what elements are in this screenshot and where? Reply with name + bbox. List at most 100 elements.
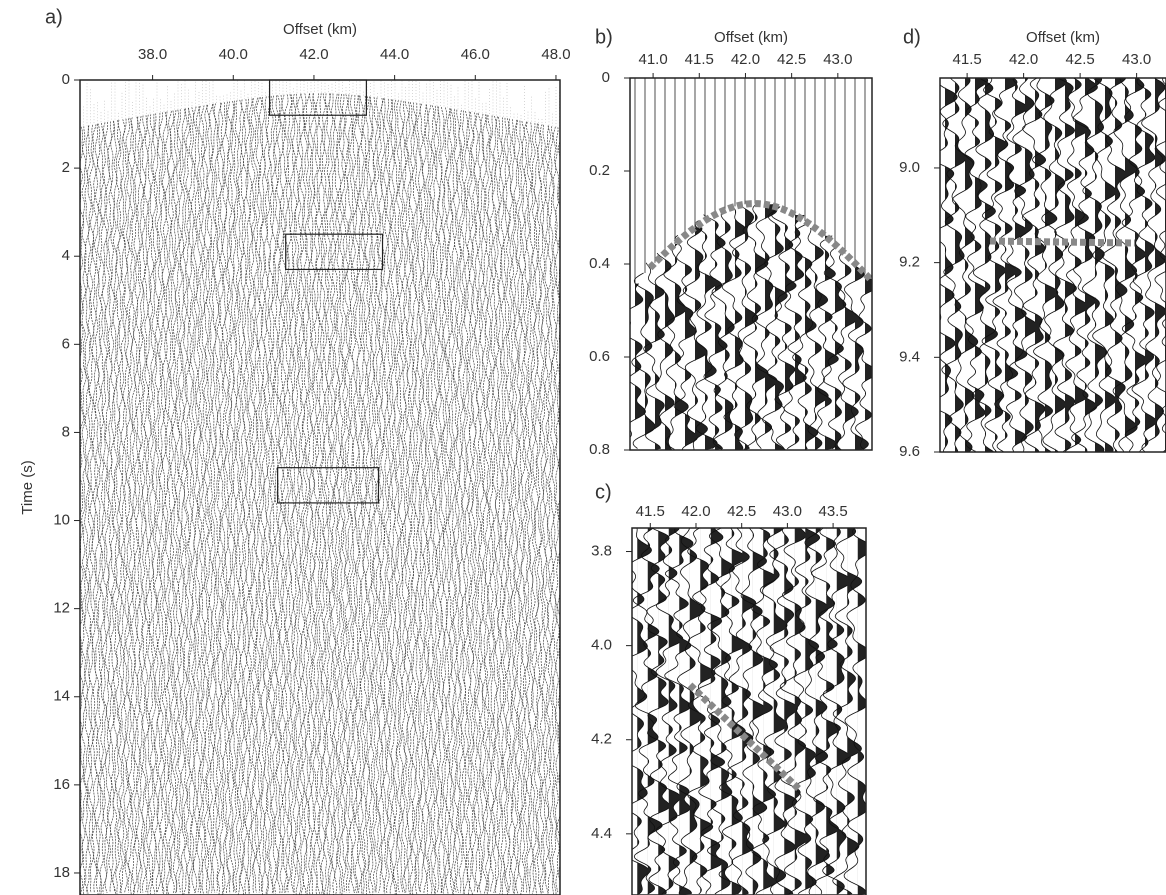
trace <box>224 101 230 894</box>
trace <box>556 140 560 883</box>
y-tick-label: 14 <box>53 688 70 705</box>
trace <box>351 94 357 894</box>
trace <box>299 93 305 895</box>
trace <box>99 122 105 894</box>
trace <box>174 109 181 893</box>
trace <box>416 103 422 893</box>
pick <box>647 200 872 282</box>
pick <box>989 237 1136 247</box>
y-tick-label: 0.8 <box>589 441 610 458</box>
trace <box>86 125 92 894</box>
y-tick-label: 9.4 <box>899 348 920 365</box>
trace <box>494 116 500 894</box>
trace <box>403 101 410 894</box>
trace <box>822 244 847 450</box>
trace-fill <box>635 283 646 450</box>
trace <box>276 94 282 894</box>
y-tick-label: 0.4 <box>589 255 610 272</box>
trace <box>1006 78 1029 452</box>
trace <box>239 99 246 895</box>
trace <box>341 94 347 893</box>
highlight-box <box>268 79 367 116</box>
traces <box>632 528 866 895</box>
x-tick-label: 41.5 <box>953 51 982 68</box>
trace <box>161 111 167 895</box>
trace <box>310 93 316 895</box>
x-tick-label: 43.0 <box>773 503 802 520</box>
trace <box>364 96 370 895</box>
frame <box>631 527 867 895</box>
trace-fill <box>755 203 769 450</box>
trace <box>343 94 349 893</box>
trace <box>377 97 383 893</box>
trace <box>762 206 788 450</box>
trace <box>424 104 430 894</box>
trace <box>473 112 480 893</box>
x-tick-label: 42.0 <box>1009 51 1038 68</box>
trace <box>842 263 869 450</box>
x-tick-label: 41.5 <box>685 51 714 68</box>
trace <box>1021 78 1047 452</box>
trace <box>109 121 115 893</box>
trace <box>732 203 759 449</box>
y-tick-label: 3.8 <box>591 542 612 559</box>
trace <box>120 119 126 894</box>
trace <box>180 108 186 895</box>
trace <box>465 111 472 895</box>
trace <box>330 93 337 895</box>
trace <box>1121 78 1149 452</box>
trace <box>234 100 240 893</box>
trace <box>182 108 188 895</box>
trace <box>245 98 251 894</box>
trace-fill <box>1145 78 1157 452</box>
trace <box>138 115 144 894</box>
frame <box>939 77 1166 453</box>
trace <box>676 528 705 894</box>
highlight-box <box>285 233 384 271</box>
trace <box>151 113 157 894</box>
trace <box>630 283 646 438</box>
trace <box>284 94 290 893</box>
trace-fill <box>745 204 758 450</box>
trace <box>499 117 506 895</box>
trace <box>544 125 550 894</box>
trace-fill <box>1035 78 1046 452</box>
trace <box>727 528 757 895</box>
trace-fill <box>1115 78 1127 452</box>
trace-fill <box>679 528 693 895</box>
trace-fill <box>815 227 829 450</box>
trace <box>107 121 113 893</box>
trace <box>632 528 663 895</box>
trace-fill <box>857 528 866 895</box>
trace <box>229 100 235 893</box>
x-tick-label: 44.0 <box>380 46 409 63</box>
x-tick-label: 42.0 <box>731 51 760 68</box>
traces <box>80 80 560 895</box>
trace <box>294 93 300 895</box>
trace-fill <box>835 244 846 450</box>
panel-label: a) <box>45 6 63 28</box>
trace <box>554 127 560 893</box>
trace <box>247 98 253 894</box>
trace <box>104 121 110 894</box>
trace <box>328 93 334 895</box>
y-tick-label: 4.4 <box>591 825 612 842</box>
trace <box>450 108 456 895</box>
trace <box>317 93 324 895</box>
trace-fill <box>865 273 872 450</box>
trace-fill <box>1135 78 1148 452</box>
trace <box>367 96 373 895</box>
y-tick-label: 0 <box>62 71 70 88</box>
trace <box>754 203 778 450</box>
trace <box>1012 78 1039 452</box>
trace <box>408 101 415 895</box>
trace <box>445 107 451 894</box>
trace <box>252 97 259 893</box>
highlight-box <box>277 467 380 504</box>
trace <box>81 126 87 895</box>
y-tick-label: 4.0 <box>591 637 612 654</box>
trace <box>383 98 389 894</box>
trace <box>198 105 204 895</box>
trace-fill <box>763 528 778 895</box>
trace <box>442 107 448 894</box>
